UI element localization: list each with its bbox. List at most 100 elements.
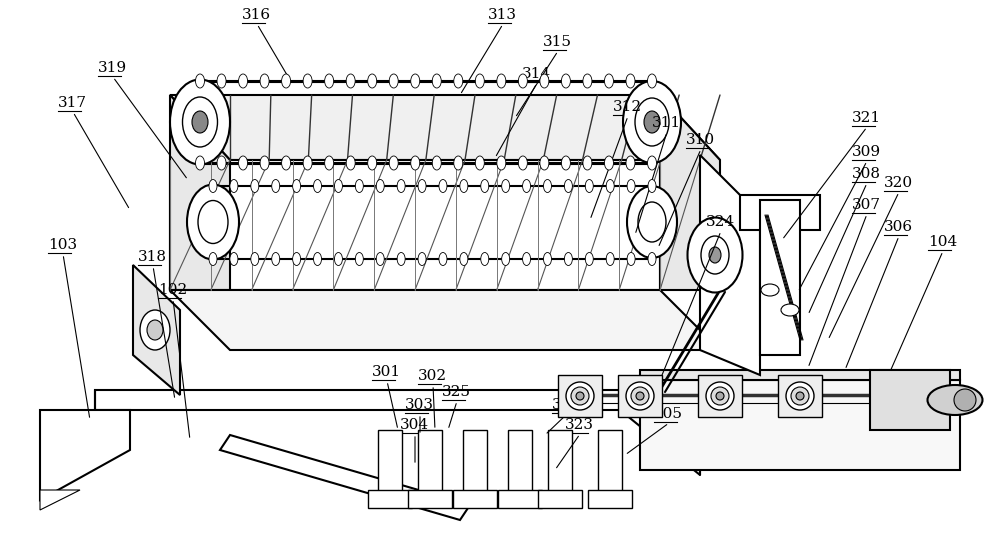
Ellipse shape xyxy=(631,387,649,405)
Ellipse shape xyxy=(626,382,654,410)
Ellipse shape xyxy=(272,179,280,193)
Text: 308: 308 xyxy=(852,167,881,181)
Text: 312: 312 xyxy=(613,100,642,114)
Ellipse shape xyxy=(314,179,322,193)
Text: 318: 318 xyxy=(138,250,167,264)
Text: 316: 316 xyxy=(242,8,271,22)
Ellipse shape xyxy=(540,74,549,88)
Ellipse shape xyxy=(543,179,551,193)
Polygon shape xyxy=(133,265,180,395)
Ellipse shape xyxy=(376,253,384,265)
Ellipse shape xyxy=(454,156,463,170)
Ellipse shape xyxy=(272,253,280,265)
Polygon shape xyxy=(453,490,497,508)
Ellipse shape xyxy=(583,156,592,170)
Ellipse shape xyxy=(518,74,527,88)
Ellipse shape xyxy=(523,253,531,265)
Ellipse shape xyxy=(432,74,441,88)
Ellipse shape xyxy=(140,310,170,350)
Ellipse shape xyxy=(355,179,363,193)
Polygon shape xyxy=(640,380,960,470)
Ellipse shape xyxy=(604,156,613,170)
Text: 324: 324 xyxy=(706,215,735,229)
Ellipse shape xyxy=(627,186,677,258)
Ellipse shape xyxy=(502,179,510,193)
Ellipse shape xyxy=(182,97,218,147)
Polygon shape xyxy=(598,430,622,500)
Ellipse shape xyxy=(170,79,230,165)
Ellipse shape xyxy=(196,74,205,88)
Polygon shape xyxy=(40,410,130,500)
Ellipse shape xyxy=(585,253,593,265)
Text: 304: 304 xyxy=(400,418,429,432)
Ellipse shape xyxy=(251,253,259,265)
Polygon shape xyxy=(170,95,720,160)
Polygon shape xyxy=(408,490,452,508)
Text: 104: 104 xyxy=(928,235,957,249)
Ellipse shape xyxy=(761,284,779,296)
Ellipse shape xyxy=(481,253,489,265)
Text: 314: 314 xyxy=(522,67,551,81)
Polygon shape xyxy=(508,430,532,500)
Ellipse shape xyxy=(389,156,398,170)
Polygon shape xyxy=(740,195,820,230)
Ellipse shape xyxy=(282,74,291,88)
Text: 103: 103 xyxy=(48,238,77,252)
Ellipse shape xyxy=(561,156,570,170)
Ellipse shape xyxy=(346,156,355,170)
Ellipse shape xyxy=(314,253,322,265)
Ellipse shape xyxy=(303,156,312,170)
Ellipse shape xyxy=(196,156,205,170)
Text: 323: 323 xyxy=(565,418,594,432)
Polygon shape xyxy=(660,95,720,290)
Text: 311: 311 xyxy=(652,116,681,130)
Ellipse shape xyxy=(635,98,669,146)
Ellipse shape xyxy=(648,253,656,265)
Ellipse shape xyxy=(389,74,398,88)
Polygon shape xyxy=(698,375,742,417)
Ellipse shape xyxy=(781,304,799,316)
Polygon shape xyxy=(700,155,760,375)
Text: 315: 315 xyxy=(543,35,572,49)
Ellipse shape xyxy=(217,156,226,170)
Ellipse shape xyxy=(497,156,506,170)
Ellipse shape xyxy=(564,179,572,193)
Polygon shape xyxy=(640,370,960,380)
Ellipse shape xyxy=(626,156,635,170)
Ellipse shape xyxy=(475,74,484,88)
Ellipse shape xyxy=(439,253,447,265)
Ellipse shape xyxy=(303,74,312,88)
Polygon shape xyxy=(170,95,230,290)
Text: 313: 313 xyxy=(488,8,517,22)
Ellipse shape xyxy=(791,387,809,405)
Text: 317: 317 xyxy=(58,96,87,110)
Ellipse shape xyxy=(626,74,635,88)
Ellipse shape xyxy=(239,156,248,170)
Ellipse shape xyxy=(648,156,656,170)
Polygon shape xyxy=(778,375,822,417)
Ellipse shape xyxy=(209,179,217,193)
Ellipse shape xyxy=(543,253,551,265)
Ellipse shape xyxy=(217,74,226,88)
Ellipse shape xyxy=(411,156,420,170)
Text: 322: 322 xyxy=(552,398,581,412)
Ellipse shape xyxy=(518,156,527,170)
Text: 321: 321 xyxy=(852,111,881,125)
Ellipse shape xyxy=(954,389,976,411)
Ellipse shape xyxy=(561,74,570,88)
Ellipse shape xyxy=(540,156,549,170)
Ellipse shape xyxy=(627,179,635,193)
Ellipse shape xyxy=(334,179,342,193)
Ellipse shape xyxy=(564,253,572,265)
Ellipse shape xyxy=(585,179,593,193)
Ellipse shape xyxy=(260,74,269,88)
Ellipse shape xyxy=(376,179,384,193)
Polygon shape xyxy=(618,375,662,417)
Ellipse shape xyxy=(411,74,420,88)
Text: 305: 305 xyxy=(654,407,683,421)
Ellipse shape xyxy=(260,156,269,170)
Ellipse shape xyxy=(796,392,804,400)
Ellipse shape xyxy=(432,156,441,170)
Ellipse shape xyxy=(368,156,377,170)
Ellipse shape xyxy=(576,392,584,400)
